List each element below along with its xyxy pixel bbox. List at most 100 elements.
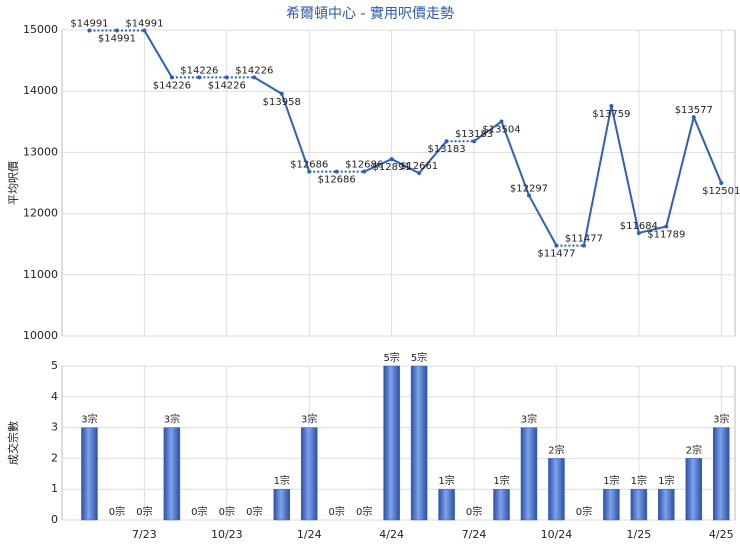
bar [383, 365, 400, 521]
data-label: $11684 [620, 221, 658, 232]
data-label: $13759 [592, 109, 630, 120]
point [499, 119, 504, 124]
y-tick-label: 2 [51, 451, 58, 464]
data-label: $12661 [400, 161, 438, 172]
y-tick-label: 11000 [23, 268, 58, 281]
x-tick-label: 7/24 [462, 528, 487, 541]
point [472, 139, 477, 144]
data-label: $14991 [98, 34, 136, 45]
x-tick-label: 1/24 [297, 528, 322, 541]
point [114, 28, 119, 33]
data-label: 2宗 [686, 443, 702, 456]
data-label: $14226 [180, 65, 218, 76]
point [417, 171, 422, 176]
point [279, 91, 284, 96]
bar [630, 488, 648, 521]
line-segment [610, 105, 640, 234]
data-label: $13183 [455, 129, 493, 140]
line-segment [253, 76, 283, 95]
data-label: 0宗 [329, 505, 345, 518]
point [609, 103, 614, 108]
data-label: $12297 [510, 183, 548, 194]
data-label: 0宗 [246, 505, 262, 518]
data-label: $12686 [290, 160, 328, 171]
data-label: 1宗 [438, 474, 454, 487]
point [444, 139, 449, 144]
bar [713, 427, 730, 521]
point [224, 75, 229, 80]
data-label: $14991 [125, 19, 163, 30]
line-segment [418, 140, 448, 174]
data-label: $13577 [675, 105, 713, 116]
data-label: 1宗 [274, 474, 290, 487]
line-segment [665, 116, 695, 227]
x-tick-label: 10/23 [211, 528, 243, 541]
data-label: 3宗 [713, 413, 729, 426]
point [334, 169, 339, 174]
data-label: 3宗 [81, 413, 97, 426]
y-tick-label: 13000 [23, 145, 58, 158]
data-label: 0宗 [466, 505, 482, 518]
bar [81, 427, 98, 521]
bar [520, 427, 538, 521]
bar [273, 488, 291, 521]
x-tick-label: 10/24 [541, 528, 573, 541]
y-axis-label: 平均呎價 [6, 161, 20, 205]
data-label: 1宗 [493, 474, 509, 487]
bar [685, 458, 703, 521]
data-label: $14226 [153, 80, 191, 91]
data-label: 1宗 [658, 474, 674, 487]
data-label: 0宗 [191, 505, 207, 518]
y-tick-label: 14000 [23, 84, 58, 97]
data-label: $14991 [70, 19, 108, 30]
y-tick-label: 1 [51, 482, 58, 495]
data-label: $11477 [565, 234, 603, 245]
y-tick-label: 15000 [23, 23, 58, 36]
data-label: 3宗 [164, 413, 180, 426]
data-label: 3宗 [521, 413, 537, 426]
bar [438, 488, 455, 521]
x-tick-label: 1/25 [627, 528, 652, 541]
data-label: 0宗 [219, 505, 235, 518]
line-segment [363, 158, 393, 173]
point [87, 28, 92, 33]
line-segment [280, 93, 311, 172]
data-label: $12891 [373, 162, 411, 173]
data-label: 1宗 [631, 474, 647, 487]
point [197, 75, 202, 80]
bar [300, 427, 318, 521]
data-label: $11477 [537, 249, 575, 260]
y-tick-label: 5 [51, 359, 58, 372]
x-tick-label: 4/24 [379, 528, 404, 541]
point [664, 224, 669, 229]
point [581, 243, 586, 248]
data-label: $12686 [345, 160, 383, 171]
data-label: $12686 [318, 175, 356, 186]
data-label: $11789 [647, 230, 685, 241]
point [389, 157, 394, 162]
point [719, 180, 724, 185]
chart-title: 希爾頓中心 - 實用呎價走勢 [286, 5, 454, 22]
data-label: $14226 [235, 65, 273, 76]
bar [548, 458, 565, 521]
point [362, 169, 367, 174]
line-segment [582, 105, 613, 246]
point [142, 28, 147, 33]
y-tick-label: 0 [51, 513, 58, 526]
bar [410, 365, 428, 521]
y-tick-label: 3 [51, 421, 58, 434]
point [526, 193, 531, 198]
line-segment [500, 121, 530, 196]
y-tick-label: 12000 [23, 207, 58, 220]
data-label: 0宗 [109, 505, 125, 518]
plot-area [61, 29, 736, 337]
data-label: 1宗 [603, 474, 619, 487]
line-segment [638, 225, 667, 234]
point [169, 75, 174, 80]
line-segment [473, 120, 503, 143]
line-segment [391, 158, 420, 175]
x-tick-label: 4/25 [709, 528, 734, 541]
data-label: $13504 [482, 125, 520, 136]
data-label: $14226 [208, 80, 246, 91]
